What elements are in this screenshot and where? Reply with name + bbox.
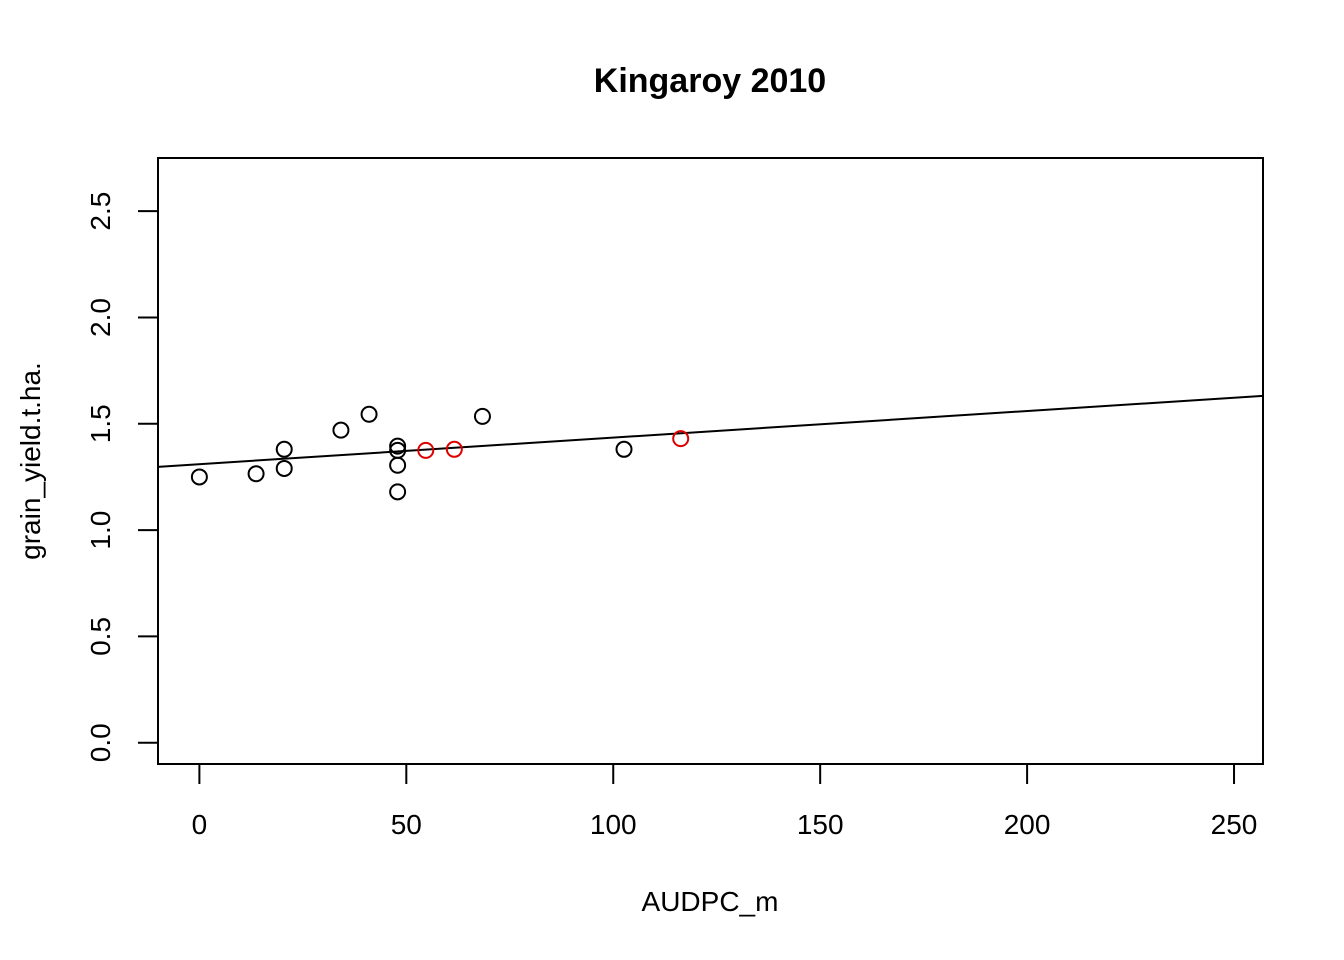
data-point bbox=[389, 437, 407, 455]
data-point bbox=[275, 459, 293, 477]
x-tick-label: 0 bbox=[192, 809, 208, 840]
y-tick-label: 0.5 bbox=[85, 617, 116, 656]
data-point bbox=[417, 441, 435, 459]
x-axis-label: AUDPC_m bbox=[642, 886, 779, 917]
regression-line-group bbox=[157, 394, 1264, 468]
y-tick-label: 1.0 bbox=[85, 511, 116, 550]
y-tick-label: 1.5 bbox=[85, 404, 116, 443]
regression-line bbox=[157, 394, 1264, 468]
y-axis: 0.0 0.5 1.0 1.5 2.0 2.5 bbox=[85, 192, 159, 762]
y-axis-label: grain_yield.t.ha. bbox=[15, 362, 46, 560]
data-point bbox=[445, 440, 463, 458]
x-tick-label: 50 bbox=[391, 809, 422, 840]
y-tick-label: 2.0 bbox=[85, 298, 116, 337]
y-tick-label: 2.5 bbox=[85, 192, 116, 231]
data-point bbox=[672, 430, 690, 448]
data-point bbox=[473, 407, 491, 425]
data-point bbox=[360, 405, 378, 423]
data-point bbox=[332, 421, 350, 439]
data-point bbox=[247, 465, 265, 483]
x-tick-label: 100 bbox=[590, 809, 637, 840]
data-point bbox=[190, 468, 208, 486]
plot-frame bbox=[157, 157, 1264, 765]
data-point bbox=[275, 440, 293, 458]
data-point bbox=[615, 440, 633, 458]
x-tick-label: 250 bbox=[1211, 809, 1258, 840]
x-tick-label: 200 bbox=[1004, 809, 1051, 840]
y-tick-label: 0.0 bbox=[85, 723, 116, 762]
x-tick-label: 150 bbox=[797, 809, 844, 840]
data-point bbox=[389, 483, 407, 501]
data-point bbox=[389, 456, 407, 474]
x-axis: 0 50 100 150 200 250 bbox=[192, 763, 1258, 840]
chart-title: Kingaroy 2010 bbox=[594, 62, 826, 100]
data-points bbox=[190, 405, 690, 501]
